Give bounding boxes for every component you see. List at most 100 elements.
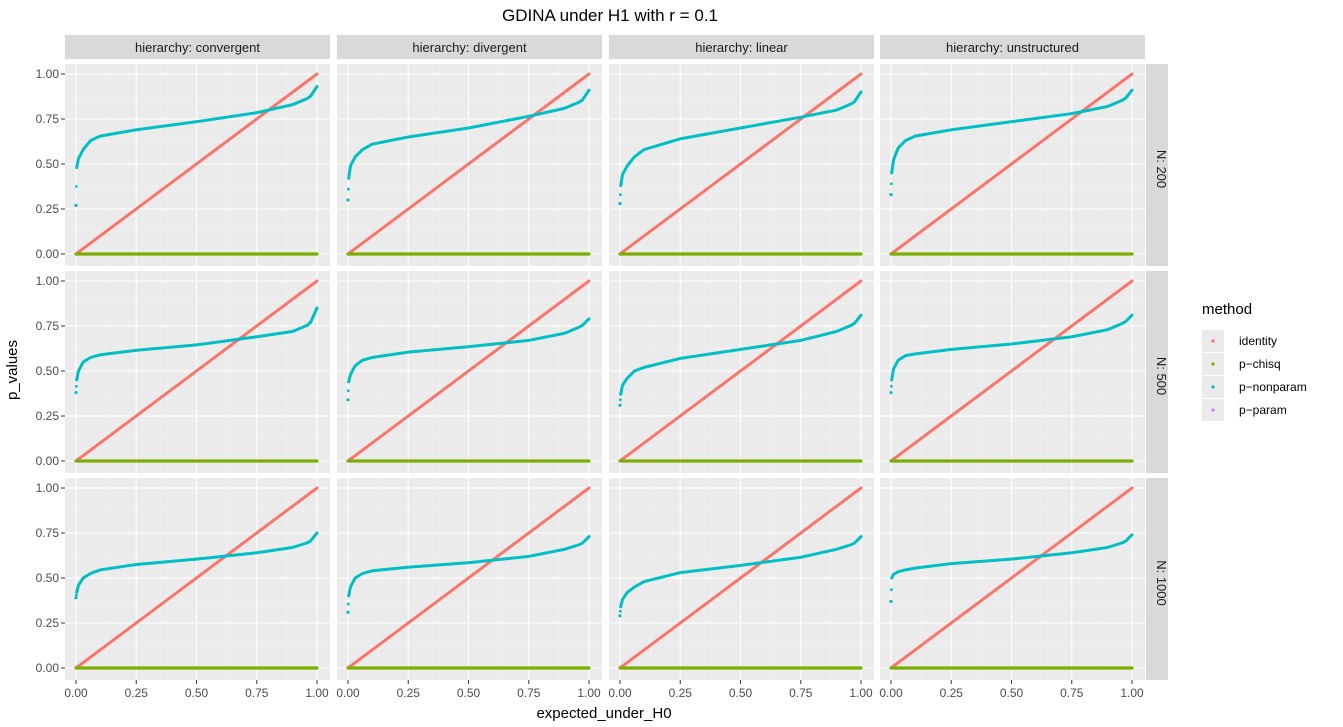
- y-tick-label: 0.00: [36, 454, 60, 468]
- facet-label-row: N: 500: [1154, 357, 1169, 395]
- p-nonparam-point: [889, 588, 893, 592]
- p-nonparam-point: [889, 599, 893, 604]
- panel: 0.00 0.25 0.50 0.75 1.00: [336, 478, 602, 700]
- y-tick-label: 0.00: [36, 661, 60, 675]
- legend-label: p−chisq: [1239, 357, 1281, 371]
- p-nonparam-point: [889, 182, 893, 186]
- x-tick-label: 0.25: [125, 686, 149, 700]
- x-tick-label: 0.00: [879, 686, 903, 700]
- series-identity: [74, 279, 319, 463]
- panel: 0.00 0.25 0.50 0.75 1.00: [608, 478, 874, 700]
- p-nonparam-point: [346, 187, 350, 191]
- series-identity: [889, 279, 1134, 463]
- x-tick-label: 0.75: [517, 686, 541, 700]
- x-tick-label: 1.00: [577, 686, 601, 700]
- p-nonparam-point: [618, 609, 622, 613]
- panel: 0.00 0.25 0.50 0.75 1.00 0.00 0.25 0.50 0.75 1.00: [36, 478, 330, 700]
- p-nonparam-point: [74, 391, 78, 395]
- y-tick-label: 1.00: [36, 274, 60, 288]
- panels: hierarchy: convergent hierarchy: divergen…: [36, 35, 1169, 700]
- legend-key-point: [1211, 339, 1215, 343]
- x-tick-label: 0.00: [336, 686, 360, 700]
- facet-label-row: N: 200: [1154, 150, 1169, 188]
- p-nonparam-point: [74, 384, 78, 388]
- facet-label-col: hierarchy: unstructured: [946, 40, 1079, 55]
- legend-key-point: [1211, 362, 1215, 366]
- panel: [880, 271, 1145, 473]
- series-identity: [74, 486, 319, 670]
- series-identity: [346, 279, 591, 463]
- y-tick-label: 0.25: [36, 616, 60, 630]
- panel: 0.00 0.25 0.50 0.75 1.00: [36, 64, 330, 266]
- series-identity: [889, 72, 1134, 256]
- p-nonparam-point: [346, 389, 350, 393]
- y-tick-label: 0.75: [36, 319, 60, 333]
- facet-strip-row: [1146, 478, 1168, 680]
- panel: [880, 64, 1145, 266]
- x-tick-label: 1.00: [305, 686, 329, 700]
- y-tick-label: 0.50: [36, 364, 60, 378]
- y-tick-label: 1.00: [36, 67, 60, 81]
- facet-label-col: hierarchy: linear: [695, 40, 788, 55]
- series-identity: [889, 486, 1134, 670]
- facet-strip-col: [880, 35, 1145, 59]
- chart-title: GDINA under H1 with r = 0.1: [502, 6, 718, 25]
- facet-strip-row: [1146, 64, 1168, 266]
- y-tick-label: 0.50: [36, 571, 60, 585]
- x-tick-label: 0.50: [185, 686, 209, 700]
- y-tick-label: 0.50: [36, 157, 60, 171]
- facet-label-col: hierarchy: convergent: [135, 40, 260, 55]
- p-nonparam-point: [618, 614, 622, 618]
- series-identity: [618, 72, 863, 256]
- x-tick-label: 0.75: [1060, 686, 1084, 700]
- facet-strip-col: [337, 35, 602, 59]
- series-p-nonparam: [75, 306, 319, 382]
- x-tick-label: 0.50: [1000, 686, 1024, 700]
- x-tick-label: 0.00: [608, 686, 632, 700]
- x-tick-label: 0.50: [457, 686, 481, 700]
- y-tick-label: 1.00: [36, 481, 60, 495]
- p-nonparam-point: [346, 602, 350, 606]
- series-p-nonparam: [347, 535, 591, 598]
- legend-label: identity: [1239, 334, 1277, 348]
- series-p-nonparam: [75, 85, 319, 170]
- series-p-nonparam: [347, 88, 591, 180]
- y-tick-label: 0.75: [36, 112, 60, 126]
- legend-key-point: [1211, 408, 1215, 412]
- x-tick-label: 0.75: [789, 686, 813, 700]
- series-identity: [618, 486, 863, 670]
- series-p-nonparam: [890, 313, 1134, 382]
- series-p-nonparam: [619, 90, 863, 188]
- p-nonparam-point: [346, 198, 350, 202]
- legend-title: method: [1202, 301, 1252, 318]
- y-tick-label: 0.25: [36, 202, 60, 216]
- x-tick-label: 0.25: [397, 686, 421, 700]
- facet-label-row: N: 1000: [1154, 560, 1169, 606]
- p-nonparam-point: [618, 202, 622, 206]
- series-p-nonparam: [347, 317, 591, 384]
- series-p-nonparam: [619, 313, 863, 396]
- x-tick-label: 0.50: [729, 686, 753, 700]
- x-tick-label: 0.25: [669, 686, 693, 700]
- facet-strip-col: [609, 35, 874, 59]
- panel: 0.00 0.25 0.50 0.75 1.00: [879, 478, 1145, 700]
- p-nonparam-point: [74, 596, 78, 600]
- p-nonparam-point: [74, 593, 78, 597]
- series-p-nonparam: [619, 535, 863, 609]
- p-nonparam-point: [74, 185, 78, 188]
- x-tick-label: 1.00: [849, 686, 873, 700]
- p-nonparam-point: [618, 398, 622, 402]
- p-nonparam-point: [346, 398, 350, 402]
- p-nonparam-point: [889, 384, 893, 388]
- x-tick-label: 1.00: [1120, 686, 1144, 700]
- panel: [609, 271, 874, 473]
- series-identity: [346, 486, 591, 670]
- panel: 0.00 0.25 0.50 0.75 1.00: [36, 271, 330, 473]
- series-p-nonparam: [890, 88, 1134, 175]
- p-nonparam-point: [346, 610, 350, 614]
- y-tick-label: 0.25: [36, 409, 60, 423]
- x-tick-label: 0.75: [245, 686, 269, 700]
- p-nonparam-point: [889, 391, 893, 395]
- p-nonparam-point: [618, 193, 622, 197]
